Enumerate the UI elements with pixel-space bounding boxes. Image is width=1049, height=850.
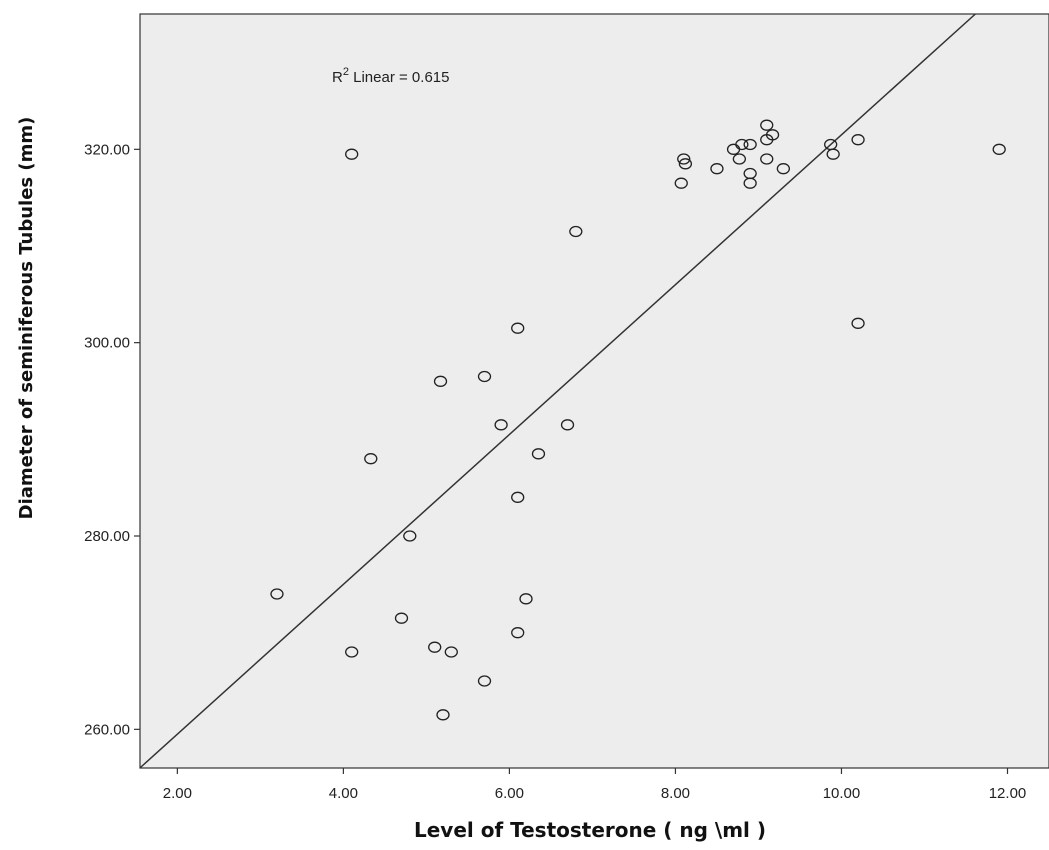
data-point	[760, 119, 774, 131]
data-point	[477, 370, 492, 383]
data-point	[992, 143, 1006, 155]
x-tick-label: 2.00	[163, 785, 192, 802]
x-tick-label: 6.00	[495, 785, 524, 802]
data-point	[678, 158, 693, 170]
x-tick-label: 4.00	[329, 785, 358, 802]
data-point	[433, 375, 448, 387]
y-tick-label: 260.00	[84, 721, 130, 738]
data-point	[428, 641, 442, 653]
data-point	[519, 593, 533, 605]
data-point	[270, 588, 284, 600]
data-point	[560, 419, 575, 431]
data-point	[364, 453, 378, 465]
data-point	[477, 675, 492, 687]
data-point	[735, 138, 749, 151]
data-point	[743, 177, 757, 189]
x-axis-title: Level of Testosterone ( ng \ml )	[414, 818, 766, 842]
data-point	[776, 163, 791, 175]
fit-line	[139, 13, 976, 769]
data-point	[345, 646, 359, 658]
data-point	[760, 153, 774, 165]
data-point	[732, 153, 747, 165]
data-point	[826, 148, 840, 160]
r-squared-annotation: R2 Linear = 0.615	[332, 66, 449, 86]
x-tick-label: 10.00	[823, 785, 861, 802]
r-squared-superscript: 2	[343, 66, 349, 78]
data-point	[531, 448, 546, 460]
data-point	[765, 129, 780, 141]
data-point	[677, 153, 691, 165]
data-point	[494, 419, 508, 431]
data-point	[569, 225, 583, 238]
data-point	[851, 134, 865, 146]
data-point	[444, 646, 458, 658]
data-point	[436, 709, 450, 721]
data-point	[710, 163, 724, 175]
y-axis-title: Diameter of seminiferous Tubules (mm)	[16, 117, 37, 520]
data-point	[511, 627, 525, 639]
data-point	[674, 177, 688, 189]
r-squared-text: Linear = 0.615	[349, 69, 450, 86]
data-point	[511, 322, 525, 334]
y-tick-label: 280.00	[84, 528, 130, 545]
plot-area	[139, 13, 1049, 769]
x-tick-label: 12.00	[989, 785, 1027, 802]
r-squared-symbol: R	[332, 69, 343, 86]
data-point	[511, 491, 525, 503]
y-tick-label: 320.00	[84, 141, 130, 158]
marks-layer: 260.00 280.00 300.00 320.00 2.00 4.00 6.00 8.00…	[84, 13, 1027, 802]
data-point	[394, 612, 409, 624]
y-tick-label: 300.00	[84, 335, 130, 352]
data-point	[403, 530, 417, 542]
data-point	[851, 317, 865, 329]
data-point	[345, 148, 359, 160]
x-tick-label: 8.00	[661, 785, 690, 802]
data-point	[743, 138, 757, 151]
